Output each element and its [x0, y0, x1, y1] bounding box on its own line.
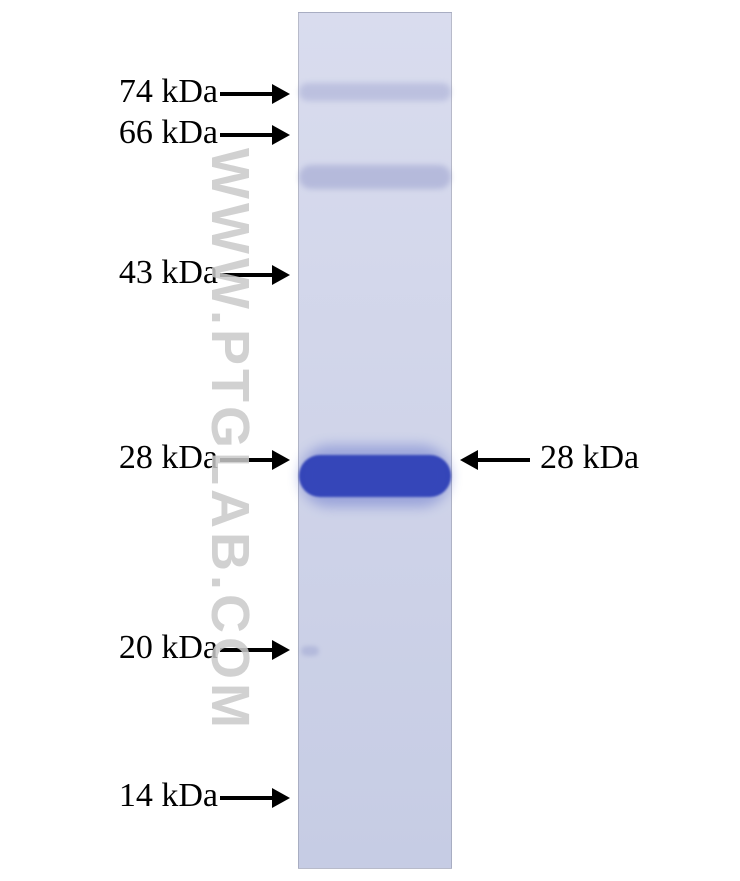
band-faint-20 — [301, 646, 319, 656]
ladder-label-3: 28 kDa — [119, 439, 218, 477]
ladder-label-0: 74 kDa — [119, 73, 218, 111]
band-main-28 — [299, 455, 451, 497]
ladder-label-5: 14 kDa — [119, 777, 218, 815]
gel-lane — [298, 12, 452, 869]
ladder-label-2: 43 kDa — [119, 254, 218, 292]
band-main-28-halo — [299, 445, 451, 507]
band-faint-66 — [299, 165, 451, 189]
result-label: 28 kDa — [540, 439, 639, 477]
band-faint-74 — [299, 83, 451, 101]
ladder-label-1: 66 kDa — [119, 114, 218, 152]
ladder-label-4: 20 kDa — [119, 629, 218, 667]
